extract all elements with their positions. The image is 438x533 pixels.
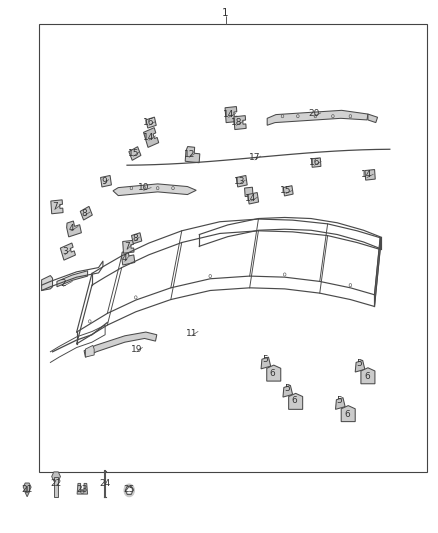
Polygon shape [289, 393, 303, 409]
Polygon shape [365, 169, 375, 180]
Polygon shape [129, 147, 141, 160]
Polygon shape [51, 200, 63, 214]
Text: 5: 5 [336, 397, 343, 405]
Polygon shape [113, 184, 196, 196]
Text: 20: 20 [309, 109, 320, 118]
Text: 21: 21 [21, 485, 33, 494]
Polygon shape [244, 187, 253, 197]
Polygon shape [234, 116, 246, 130]
Text: 13: 13 [234, 177, 245, 185]
Polygon shape [283, 185, 293, 196]
Text: 24: 24 [99, 479, 111, 488]
Text: 8: 8 [132, 234, 138, 243]
Text: 9: 9 [101, 177, 107, 185]
Polygon shape [336, 398, 345, 409]
Polygon shape [77, 483, 88, 494]
Text: 5: 5 [284, 384, 290, 392]
Text: 17: 17 [249, 153, 261, 161]
Polygon shape [283, 385, 293, 397]
Text: 4: 4 [68, 224, 74, 232]
Circle shape [127, 488, 131, 493]
Polygon shape [361, 368, 375, 384]
Text: 25: 25 [124, 485, 135, 494]
Text: 6: 6 [364, 373, 370, 381]
Circle shape [124, 484, 134, 497]
Text: 16: 16 [309, 158, 320, 167]
Text: 22: 22 [50, 480, 62, 488]
Polygon shape [185, 147, 200, 163]
Polygon shape [341, 406, 355, 422]
Polygon shape [101, 175, 111, 187]
Text: 7: 7 [124, 243, 130, 251]
Text: 18: 18 [231, 118, 242, 127]
Text: 6: 6 [269, 369, 276, 377]
Text: 14: 14 [361, 171, 373, 179]
Polygon shape [131, 233, 142, 244]
Polygon shape [25, 492, 29, 497]
Polygon shape [368, 114, 378, 123]
Text: 2: 2 [61, 279, 66, 288]
Polygon shape [42, 276, 53, 290]
Polygon shape [267, 110, 368, 125]
Bar [39, 24, 427, 472]
Polygon shape [123, 240, 134, 253]
Polygon shape [248, 192, 258, 204]
Text: 10: 10 [138, 183, 149, 192]
Text: 16: 16 [143, 118, 155, 127]
Polygon shape [146, 117, 156, 128]
Polygon shape [52, 472, 60, 481]
Text: 3: 3 [62, 247, 68, 256]
Polygon shape [85, 345, 94, 357]
Text: 6: 6 [291, 397, 297, 405]
Text: 14: 14 [245, 194, 257, 203]
Text: 6: 6 [344, 410, 350, 418]
Text: 14: 14 [223, 110, 234, 119]
Text: 12: 12 [184, 150, 195, 159]
Text: 23: 23 [77, 485, 88, 494]
Text: 8: 8 [81, 209, 87, 217]
Text: 15: 15 [128, 149, 139, 158]
Polygon shape [84, 332, 157, 357]
Text: 5: 5 [356, 359, 362, 368]
Polygon shape [23, 483, 31, 491]
Polygon shape [267, 365, 281, 381]
Text: 19: 19 [131, 345, 142, 353]
Polygon shape [80, 206, 92, 220]
Bar [54, 477, 58, 497]
Polygon shape [261, 357, 271, 369]
Polygon shape [237, 175, 247, 187]
Polygon shape [60, 243, 75, 260]
Polygon shape [144, 127, 159, 148]
Polygon shape [225, 107, 237, 123]
Text: 14: 14 [143, 133, 155, 142]
Text: 11: 11 [186, 329, 197, 337]
Text: 15: 15 [280, 187, 292, 195]
Polygon shape [355, 360, 365, 372]
Text: 1: 1 [222, 8, 229, 18]
Text: 5: 5 [262, 356, 268, 364]
Polygon shape [311, 158, 321, 167]
Text: 4: 4 [122, 254, 127, 263]
Polygon shape [121, 251, 135, 265]
Polygon shape [57, 271, 88, 287]
Polygon shape [67, 221, 81, 237]
Text: 7: 7 [52, 203, 58, 211]
